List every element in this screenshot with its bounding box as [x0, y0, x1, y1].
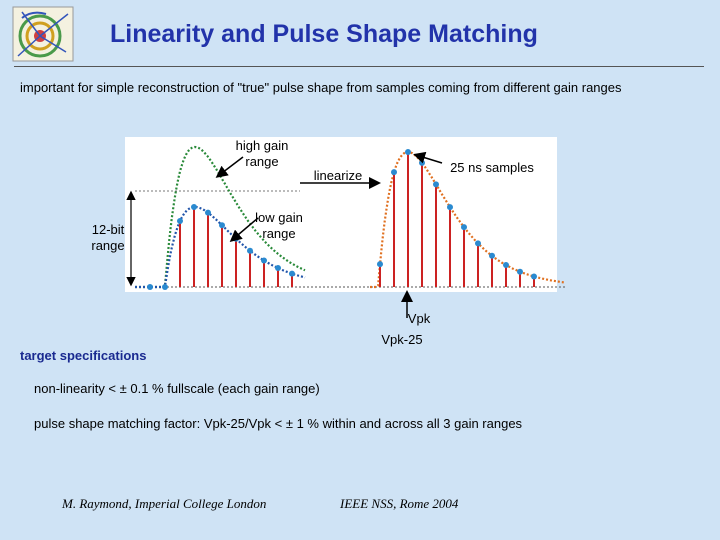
footer-conference: IEEE NSS, Rome 2004 [340, 496, 459, 511]
linearize-label: linearize [313, 168, 363, 183]
linearized-sample-dot [391, 169, 397, 176]
samples-label: 25 ns samples [450, 160, 534, 175]
linearized-sample-dot [405, 149, 411, 155]
high-gain-label-line1: high gain [235, 138, 289, 153]
spec-nonlinearity: non-linearity < ± 0.1 % fullscale (each … [34, 381, 320, 396]
bit-range-label-line1: 12-bit [91, 222, 125, 237]
bit-range-label-line2: range [91, 238, 125, 253]
low-gain-sample-dot [191, 204, 197, 211]
bit-range-label: 12-bit range [80, 222, 136, 254]
linearized-sample-dot [461, 224, 467, 231]
linearized-sample-dot [475, 240, 481, 247]
high-gain-label: high gain range [226, 138, 298, 170]
low-gain-sample-dot [261, 257, 267, 264]
footer-author: M. Raymond, Imperial College London [62, 496, 267, 511]
high-gain-label-line2: range [245, 154, 279, 169]
linearized-sample-dot [377, 261, 383, 268]
linearized-sample-dot [503, 262, 509, 269]
pulse-figure-panel [125, 137, 557, 292]
linearized-curve [370, 150, 566, 289]
low-gain-sample-dot [147, 284, 153, 290]
linearized-sample-dot [531, 273, 537, 280]
title-divider [14, 66, 704, 67]
vpk-label: Vpk [407, 311, 431, 326]
cms-logo-icon [12, 6, 74, 62]
low-gain-label: low gain range [244, 210, 314, 242]
vpk25-label: Vpk-25 [381, 332, 423, 347]
spec-pulse-matching: pulse shape matching factor: Vpk-25/Vpk … [34, 416, 523, 431]
low-gain-sample-dot [162, 284, 168, 290]
low-gain-pulse [135, 204, 306, 290]
low-gain-arrow [229, 217, 259, 242]
low-gain-sample-dot [219, 222, 225, 229]
low-gain-sample-dot [205, 209, 211, 216]
linearized-pulse [370, 149, 566, 289]
slide-subtitle: important for simple reconstruction of "… [20, 80, 622, 95]
low-gain-sample-dot [247, 247, 253, 254]
linearized-sample-dot [489, 252, 495, 259]
slide-title: Linearity and Pulse Shape Matching [110, 20, 538, 48]
linearized-sample-dot [447, 204, 453, 211]
high-gain-arrow [215, 156, 244, 178]
low-gain-label-line2: range [262, 226, 296, 241]
linearized-sample-dot [517, 268, 523, 275]
low-gain-label-line1: low gain [255, 210, 303, 225]
linearized-sample-dot [419, 159, 425, 166]
target-spec-heading: target specifications [20, 348, 147, 363]
linearized-sample-dot [433, 181, 439, 188]
low-gain-sample-dot [177, 218, 183, 225]
low-gain-sample-dot [275, 265, 281, 272]
samples-arrow [413, 151, 443, 164]
low-gain-sample-dot [289, 270, 295, 277]
